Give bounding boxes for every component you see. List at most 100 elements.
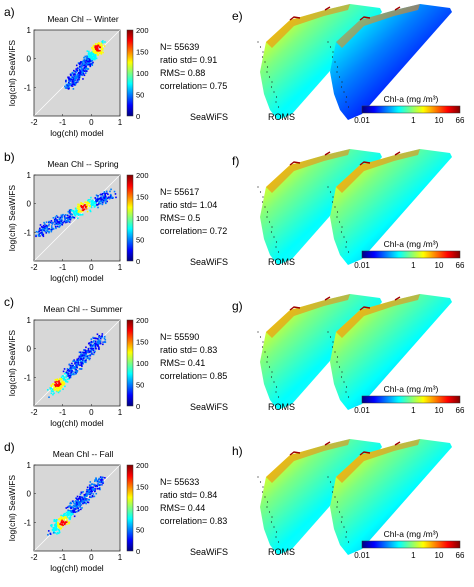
chl-colorbar-tick-label: 66 (456, 551, 465, 560)
row-svg: c) Mean Chl -- Summer -2 -1 0 1 -1 0 1 log(chl) m… (4, 294, 465, 428)
density-cloud (47, 476, 106, 536)
statistic-line: N= 55633 (160, 477, 199, 487)
statistics-block: N= 55639 ratio std= 0.91 RMS= 0.88 correlat… (160, 42, 227, 91)
x-tick-label: -2 (30, 408, 38, 417)
statistic-line: correlation= 0.83 (160, 516, 227, 526)
x-tick-label: 0 (89, 263, 94, 272)
colorbar-tick-label: 50 (136, 236, 144, 245)
chl-colorbar-tick-label: 66 (456, 261, 465, 270)
chl-colorbar-tick-label: 1 (411, 261, 416, 270)
scatter-title: Mean Chl -- Fall (53, 449, 114, 459)
chl-colorbar (361, 540, 461, 549)
statistic-line: ratio std= 0.91 (160, 55, 217, 65)
colorbar-tick-label: 0 (136, 257, 140, 266)
x-tick-label: -1 (59, 553, 67, 562)
map-roms (327, 439, 452, 555)
chl-colorbar-tick-label: 66 (456, 116, 465, 125)
panel-letter-left: c) (4, 295, 14, 309)
statistic-line: correlation= 0.75 (160, 81, 227, 91)
y-tick-label: -1 (24, 228, 32, 237)
x-tick-label: 1 (118, 408, 123, 417)
one-to-one-line (33, 29, 121, 117)
scatter-title: Mean Chl -- Winter (47, 14, 118, 24)
x-tick-label: 0 (89, 553, 94, 562)
map-label-roms: ROMS (268, 112, 295, 122)
colorbar-tick-label: 150 (136, 48, 149, 57)
y-tick-label: 1 (27, 461, 32, 470)
statistic-line: RMS= 0.88 (160, 68, 205, 78)
x-tick-label: 0 (89, 408, 94, 417)
scatter-title: Mean Chl -- Spring (47, 159, 119, 169)
figure-row-4: d) Mean Chl -- Fall -2 -1 0 1 -1 0 1 log(chl) mod… (0, 437, 474, 582)
statistic-line: RMS= 0.5 (160, 213, 200, 223)
x-tick-label: -1 (59, 263, 67, 272)
one-to-one-line (33, 174, 121, 262)
statistic-line: N= 55590 (160, 332, 199, 342)
row-svg: b) Mean Chl -- Spring -2 -1 0 1 -1 0 1 log(chl) m… (4, 149, 465, 283)
statistic-line: N= 55617 (160, 187, 199, 197)
colorbar-tick-label: 0 (136, 112, 140, 121)
panel-letter-left: a) (4, 5, 15, 19)
statistic-line: ratio std= 0.83 (160, 345, 217, 355)
chl-colorbar-title: Chl-a (mg /m³) (384, 529, 439, 539)
chl-colorbar-title: Chl-a (mg /m³) (384, 384, 439, 394)
statistic-line: ratio std= 1.04 (160, 200, 217, 210)
map-roms (327, 294, 452, 410)
map-label-roms: ROMS (268, 257, 295, 267)
x-tick-label: 0 (89, 118, 94, 127)
row-svg: a) Mean Chl -- Winter -2 -1 0 1 -1 0 1 log(chl) m… (4, 4, 465, 138)
colorbar-tick-label: 100 (136, 69, 149, 78)
chl-colorbar-tick-label: 0.01 (354, 261, 370, 270)
chl-colorbar-title: Chl-a (mg /m³) (384, 239, 439, 249)
y-tick-label: -1 (24, 518, 32, 527)
statistics-block: N= 55617 ratio std= 1.04 RMS= 0.5 correlati… (160, 187, 227, 236)
chl-colorbar-tick-label: 1 (411, 406, 416, 415)
x-axis-label: log(chl) model (50, 418, 103, 428)
colorbar-tick-label: 150 (136, 193, 149, 202)
y-tick-label: 0 (27, 345, 32, 354)
x-axis-label: log(chl) model (50, 128, 103, 138)
panel-letter-right: h) (232, 444, 243, 458)
x-tick-label: 1 (118, 553, 123, 562)
panel-letter-left: d) (4, 440, 15, 454)
chl-colorbar-tick-label: 0.01 (354, 551, 370, 560)
map-roms (327, 4, 452, 120)
chl-colorbar-tick-label: 10 (435, 116, 444, 125)
colorbar-tick-label: 150 (136, 338, 149, 347)
map-label-roms: ROMS (268, 402, 295, 412)
y-axis-label: log(chl) SeaWiFS (7, 475, 17, 541)
x-tick-label: -2 (30, 118, 38, 127)
y-tick-label: 1 (27, 26, 32, 35)
y-axis-label: log(chl) SeaWiFS (7, 185, 17, 251)
statistic-line: RMS= 0.44 (160, 503, 205, 513)
colorbar-tick-label: 0 (136, 402, 140, 411)
y-tick-label: 0 (27, 200, 32, 209)
scatter-colorbar (126, 29, 134, 117)
scatter-colorbar (126, 464, 134, 552)
figure-row-3: c) Mean Chl -- Summer -2 -1 0 1 -1 0 1 log(chl) m… (0, 292, 474, 437)
panel-letter-right: e) (232, 9, 243, 23)
map-label-seawifs: SeaWiFS (190, 402, 228, 412)
colorbar-tick-label: 200 (136, 461, 149, 470)
x-tick-label: 1 (118, 118, 123, 127)
statistic-line: N= 55639 (160, 42, 199, 52)
colorbar-tick-label: 50 (136, 381, 144, 390)
x-tick-label: -1 (59, 408, 67, 417)
x-tick-label: -1 (59, 118, 67, 127)
x-tick-label: -2 (30, 263, 38, 272)
panel-letter-right: g) (232, 299, 243, 313)
colorbar-tick-label: 200 (136, 316, 149, 325)
chl-colorbar (361, 250, 461, 259)
x-tick-label: -2 (30, 553, 38, 562)
scatter-colorbar (126, 174, 134, 262)
chl-colorbar-tick-label: 10 (435, 551, 444, 560)
density-cloud (63, 40, 106, 90)
chl-colorbar-title: Chl-a (mg /m³) (384, 94, 439, 104)
panel-letter-left: b) (4, 150, 15, 164)
x-axis-label: log(chl) model (50, 273, 103, 283)
colorbar-tick-label: 150 (136, 483, 149, 492)
y-tick-label: -1 (24, 83, 32, 92)
scatter-colorbar (126, 319, 134, 407)
statistic-line: correlation= 0.72 (160, 226, 227, 236)
x-tick-label: 1 (118, 263, 123, 272)
